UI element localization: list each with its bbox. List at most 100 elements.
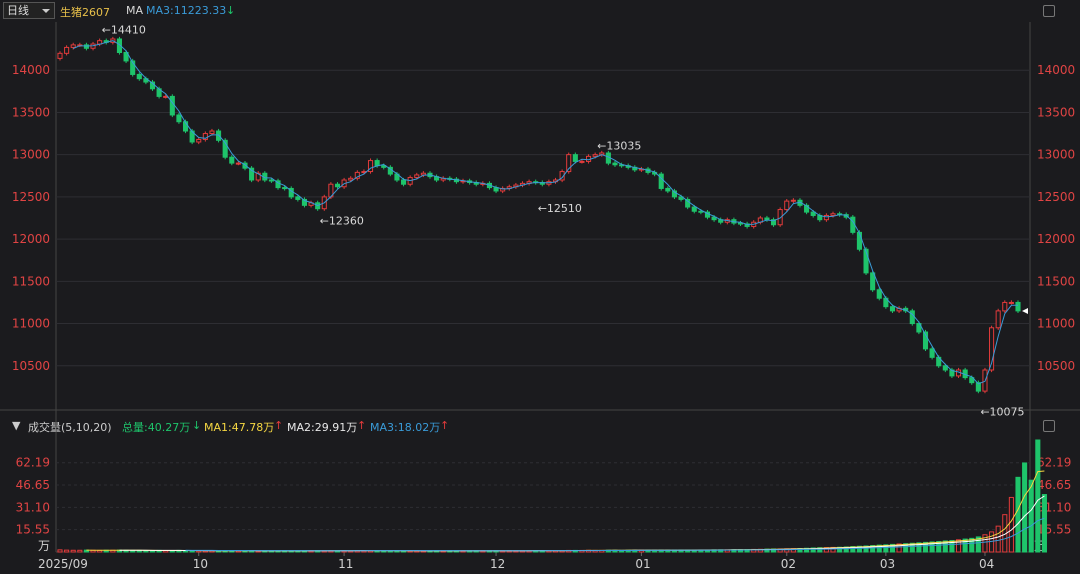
volume-bar-up [995, 525, 1001, 553]
price-tick-right: 11000 [1037, 317, 1075, 331]
candle-down [889, 306, 896, 312]
volume-bar-down [1022, 462, 1028, 553]
candle-down [334, 183, 341, 188]
period-dropdown[interactable]: 日线 [3, 2, 55, 19]
candle-down [612, 162, 618, 166]
candle-up [354, 171, 360, 179]
x-axis-label: 2025/09 [38, 557, 88, 571]
price-tick-left: 12500 [12, 190, 50, 204]
volume-bar-down [883, 544, 889, 553]
volume-ma2-line [119, 495, 1045, 552]
candle-up [414, 174, 420, 178]
price-extreme-label: ←13035 [597, 140, 641, 153]
volume-bar-down [856, 545, 862, 553]
candle-down [229, 156, 235, 164]
candle-down [83, 44, 89, 49]
volume-bar-up [982, 534, 988, 553]
volume-bar-down [929, 541, 935, 553]
volume-bar-down [969, 537, 975, 553]
volume-bar-down [1041, 494, 1047, 553]
candle-down [242, 162, 248, 169]
price-extreme-label: ←12360 [320, 215, 364, 228]
volume-settings-icon[interactable] [1043, 420, 1055, 432]
candle-down [942, 365, 948, 371]
candle-down [711, 216, 717, 221]
ma1-up-arrow-icon: ↑ [274, 419, 284, 432]
candle-down [123, 51, 129, 62]
candle-up [830, 213, 836, 216]
candle-up [559, 171, 565, 181]
candle-up [64, 46, 70, 54]
candle-down [1015, 301, 1021, 312]
volume-bar-down [810, 547, 816, 553]
price-tick-right: 12500 [1037, 190, 1075, 204]
volume-bar-down [1015, 476, 1021, 553]
candle-up [1008, 301, 1014, 304]
candle-down [969, 377, 975, 384]
chart-header: 日线 生猪2607 MA MA3:11223.33 ↓ [0, 0, 1080, 22]
price-tick-left: 10500 [12, 359, 50, 373]
price-tick-left: 13500 [12, 105, 50, 119]
ma3-line [73, 40, 1018, 385]
volume-header: ▼ 成交量(5,10,20) 总量:40.27万 ↓ MA1:47.78万 ↑ … [0, 418, 1080, 434]
candle-down [929, 348, 935, 358]
candle-up [235, 162, 241, 165]
volume-ma2: MA2:29.91万 [287, 421, 358, 434]
volume-bar-down [870, 545, 876, 553]
period-label: 日线 [7, 4, 29, 17]
candle-down [169, 95, 175, 116]
volume-bar-down [889, 543, 896, 553]
candle-down [136, 73, 142, 80]
candle-up [995, 310, 1001, 329]
candle-down [671, 190, 677, 198]
price-tick-right: 13000 [1037, 148, 1075, 162]
price-tick-right: 10500 [1037, 359, 1075, 373]
candle-up [348, 177, 354, 181]
x-axis-label: 04 [979, 557, 994, 571]
candle-down [658, 173, 664, 189]
symbol-label: 生猪2607 [60, 6, 110, 19]
volume-bar-down [850, 546, 856, 553]
price-tick-left: 14000 [12, 63, 50, 77]
ma-label[interactable]: MA [126, 4, 144, 17]
candle-down [737, 222, 744, 225]
candle-down [691, 206, 697, 212]
x-axis-label: 03 [880, 557, 895, 571]
ma3-up-arrow-icon: ↑ [440, 419, 450, 432]
candle-down [856, 231, 862, 250]
candle-up [209, 130, 215, 135]
price-tick-left: 11000 [12, 317, 50, 331]
volume-bar-down [916, 542, 922, 553]
price-extreme-label: ←14410 [102, 24, 146, 37]
candle-up [777, 209, 783, 226]
price-settings-icon[interactable] [1043, 5, 1055, 17]
candle-down [870, 272, 876, 291]
candle-up [500, 187, 506, 192]
candle-down [698, 210, 704, 213]
price-tick-right: 11500 [1037, 274, 1075, 288]
volume-label[interactable]: 成交量(5,10,20) [28, 421, 112, 434]
volume-bar-down [876, 544, 882, 553]
volume-total: 总量:40.27万 [122, 421, 191, 434]
total-down-arrow-icon: ↓ [192, 419, 202, 432]
candle-down [876, 289, 882, 299]
x-axis-label: 02 [781, 557, 796, 571]
price-extreme-label: ←10075 [980, 406, 1024, 419]
collapse-icon[interactable]: ▼ [12, 419, 21, 432]
candle-down [176, 114, 182, 123]
volume-bar-down [863, 545, 869, 553]
candle-down [130, 60, 136, 75]
volume-bar-down [962, 538, 968, 553]
candle-down [268, 179, 274, 182]
candle-down [744, 223, 750, 227]
x-axis-label: 11 [338, 557, 353, 571]
candle-down [678, 196, 684, 200]
volume-bar-up [57, 549, 63, 553]
volume-ma1: MA1:47.78万 [204, 421, 275, 434]
x-axis-label: 01 [635, 557, 650, 571]
candle-down [295, 196, 301, 200]
candle-up [196, 138, 202, 143]
volume-unit-left: 万 [38, 539, 50, 553]
candle-down [116, 38, 123, 53]
